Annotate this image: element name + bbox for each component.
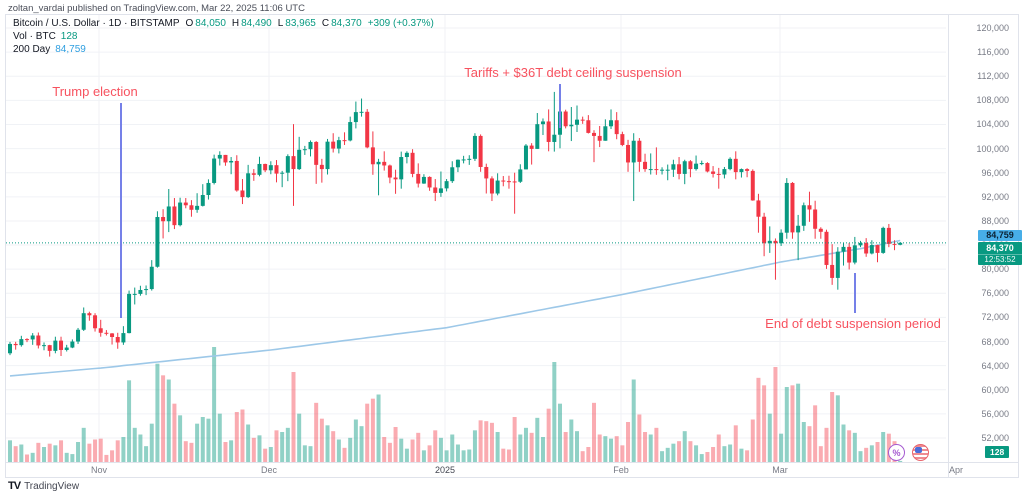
- price-axis-label: 116,000: [977, 47, 1009, 58]
- volume-label: Vol · BTC: [13, 31, 56, 42]
- legend-volume-row: Vol · BTC 128: [13, 30, 434, 43]
- annotation-end-debt-suspension: End of debt suspension period: [765, 316, 941, 331]
- volume-value: 128: [60, 31, 78, 42]
- price-axis-label: 56,000: [981, 408, 1009, 419]
- ma-200-line: [9, 239, 901, 377]
- tradingview-logo-icon[interactable]: TV: [8, 480, 21, 492]
- low-label: L: [277, 18, 284, 29]
- price-axis-label: 92,000: [981, 191, 1009, 202]
- price-axis-label: 88,000: [981, 215, 1009, 226]
- last-price-value: 84,370: [986, 243, 1014, 253]
- price-axis-label: 100,000: [976, 143, 1009, 154]
- footer: TV TradingView: [8, 480, 79, 492]
- publisher-line: zoltan_vardai published on TradingView.c…: [8, 3, 305, 14]
- us-flag-icon[interactable]: [912, 444, 929, 461]
- price-axis-label: 104,000: [976, 119, 1009, 130]
- bar-countdown: 12:53:52: [978, 254, 1022, 265]
- time-axis-label: 2025: [434, 465, 456, 475]
- last-price-badge: 84,370 12:53:52: [978, 242, 1022, 265]
- price-axis-label: 72,000: [981, 312, 1009, 323]
- symbol-title: Bitcoin / U.S. Dollar · 1D · BITSTAMP: [13, 18, 180, 29]
- time-scale[interactable]: Nov Dec 2025 Feb Mar Apr: [5, 463, 1019, 478]
- ma-price-badge: 84,759: [978, 230, 1022, 241]
- open-value: 84,050: [195, 18, 226, 29]
- time-axis-label: Dec: [260, 465, 278, 475]
- reaction-icons: %: [888, 444, 929, 461]
- annotation-tariffs-debt-ceiling: Tariffs + $36T debt ceiling suspension: [464, 65, 682, 80]
- high-label: H: [231, 18, 240, 29]
- high-value: 84,490: [241, 18, 272, 29]
- time-axis-label: Nov: [90, 465, 108, 475]
- annotation-lines: [120, 84, 856, 318]
- close-label: C: [321, 18, 330, 29]
- time-axis-label: Apr: [948, 465, 964, 475]
- annotation-trump-election: Trump election: [52, 84, 138, 99]
- candlestick-series: [8, 91, 903, 357]
- time-axis-label: Mar: [772, 465, 788, 475]
- price-axis-label: 76,000: [981, 288, 1009, 299]
- percent-glyph: %: [892, 447, 901, 458]
- price-axis-label: 108,000: [976, 95, 1009, 106]
- price-axis-label: 80,000: [981, 264, 1009, 275]
- price-axis-label: 120,000: [976, 23, 1009, 33]
- percent-reaction-icon[interactable]: %: [888, 444, 905, 461]
- volume-axis-badge: 128: [985, 446, 1010, 458]
- ma-label: 200 Day: [13, 44, 51, 55]
- price-axis-label: 64,000: [981, 360, 1009, 371]
- change-value: +309 (+0.37%): [367, 18, 434, 29]
- time-axis-label: Feb: [613, 465, 629, 475]
- price-axis-label: 52,000: [981, 433, 1009, 443]
- price-axis-label: 60,000: [981, 384, 1009, 395]
- legend-ma-row: 200 Day 84,759: [13, 43, 434, 56]
- open-label: O: [185, 18, 194, 29]
- low-value: 83,965: [285, 18, 316, 29]
- price-axis-label: 96,000: [981, 167, 1009, 178]
- tradingview-logo-text[interactable]: TradingView: [24, 480, 80, 492]
- volume-series: [8, 347, 903, 462]
- price-axis-label: 112,000: [977, 71, 1009, 82]
- grid: [6, 14, 946, 462]
- price-axis-label: 68,000: [981, 336, 1009, 347]
- ma-value: 84,759: [55, 44, 86, 55]
- close-value: 84,370: [331, 18, 362, 29]
